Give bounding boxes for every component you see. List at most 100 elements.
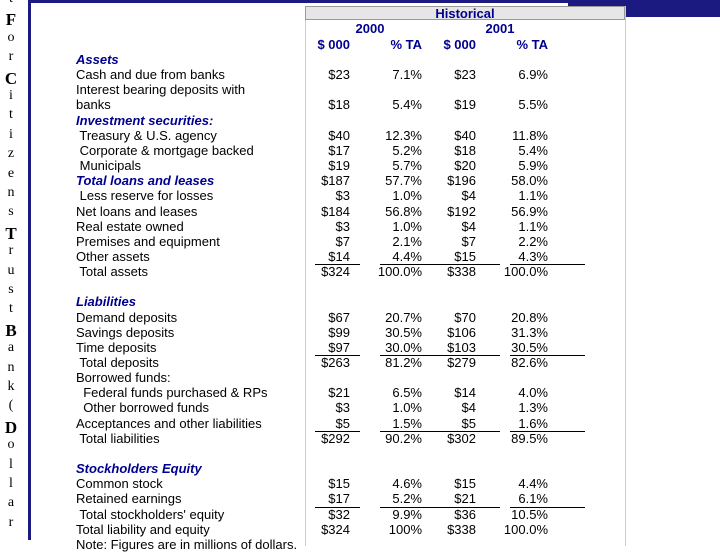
row-label: Total stockholders' equity	[76, 506, 225, 522]
row-label: banks	[76, 97, 111, 113]
cell-pct-2001: 1.3%	[518, 400, 548, 416]
row-label: Premises and equipment	[76, 233, 220, 249]
cell-amount-2000: $21	[328, 385, 350, 401]
row-label: Net loans and leases	[76, 203, 198, 219]
vertical-title-char: o	[7, 437, 15, 453]
row-label: Federal funds purchased & RPs	[76, 385, 268, 401]
cell-amount-2001: $4	[461, 400, 476, 416]
subtotal-rule	[510, 264, 585, 266]
cell-amount-2001: $14	[454, 385, 476, 401]
cell-pct-2001: 1.6%	[518, 415, 548, 431]
subtotal-rule	[380, 506, 455, 508]
cell-amount-2001: $103	[447, 339, 476, 355]
year-2001-label: 2001	[485, 21, 515, 36]
cell-pct-2000: 1.0%	[392, 218, 422, 234]
row-label: Total deposits	[76, 355, 159, 370]
vertical-title-char: s	[8, 282, 14, 297]
cell-amount-2001: $302	[447, 430, 476, 446]
cell-pct-2001: 4.0%	[518, 385, 548, 401]
historical-header-band	[305, 6, 625, 20]
vertical-title-char: u	[7, 262, 15, 278]
cell-pct-2000: 30.5%	[385, 324, 422, 340]
section-heading: Liabilities	[76, 294, 136, 310]
vertical-title-char: n	[7, 185, 15, 200]
cell-pct-2001: 100.0%	[503, 264, 548, 280]
cell-amount-2000: $263	[321, 355, 350, 370]
row-label: Other assets	[76, 248, 150, 264]
row-label: Savings deposits	[76, 324, 175, 340]
cell-amount-2000: $3	[335, 188, 350, 204]
cell-pct-2000: 5.2%	[392, 491, 422, 507]
cell-amount-2001: $70	[454, 309, 476, 325]
balance-sheet-table: Historical 2000 2001 $ 000 % TA $ 000 % …	[70, 6, 626, 552]
subtotal-rule	[315, 264, 360, 266]
cell-pct-2001: 11.8%	[512, 127, 548, 143]
cell-amount-2000: $187	[321, 173, 350, 189]
cell-amount-2000: $3	[335, 218, 350, 234]
cell-pct-2001: 82.6%	[511, 355, 548, 370]
col-pct-2001: % TA	[516, 37, 548, 52]
cell-pct-2001: 89.5%	[511, 430, 548, 446]
vertical-title-char: a	[7, 340, 15, 356]
cell-pct-2000: 1.0%	[392, 188, 422, 204]
cell-pct-2001: 5.5%	[518, 97, 548, 113]
cell-amount-2000: $292	[321, 430, 350, 446]
cell-pct-2001: 6.9%	[518, 67, 548, 83]
cell-pct-2000: 100%	[388, 521, 422, 537]
cell-pct-2000: 6.5%	[392, 385, 422, 401]
cell-amount-2001: $4	[461, 188, 476, 204]
subtotal-rule	[380, 430, 455, 432]
cell-amount-2001: $15	[454, 476, 476, 492]
vertical-title-char: B	[5, 320, 17, 340]
row-label: Municipals	[76, 158, 142, 174]
vertical-title-char: i	[9, 88, 13, 103]
cell-pct-2000: 4.6%	[392, 476, 422, 492]
vertical-title-char: F	[5, 10, 17, 30]
top-border-rule	[31, 0, 720, 3]
vertical-title-char: t	[9, 301, 13, 317]
subtotal-rule	[510, 430, 585, 432]
cell-amount-2001: $5	[461, 415, 476, 431]
cell-pct-2000: 5.4%	[392, 97, 422, 113]
cell-pct-2000: 57.7%	[385, 173, 422, 189]
section-heading: Assets	[76, 52, 119, 67]
subtotal-rule	[315, 506, 360, 508]
row-label: Total liabilities	[76, 430, 160, 446]
cell-pct-2000: 1.5%	[392, 415, 422, 431]
cell-pct-2000: 100.0%	[377, 264, 422, 280]
section-heading: Total loans and leases	[76, 173, 215, 189]
cell-pct-2000: 56.8%	[385, 203, 422, 219]
vertical-title-char: r	[8, 514, 14, 530]
cell-amount-2000: $324	[321, 521, 350, 537]
row-label: Borrowed funds:	[76, 370, 171, 386]
cell-pct-2000: 7.1%	[392, 67, 422, 83]
cell-amount-2001: $21	[454, 491, 476, 507]
cell-amount-2001: $338	[447, 264, 476, 280]
cell-pct-2001: 31.3%	[511, 324, 548, 340]
cell-amount-2000: $17	[328, 142, 350, 158]
vertical-title-char: (	[8, 398, 14, 414]
cell-amount-2000: $15	[328, 476, 350, 492]
cell-amount-2000: $23	[328, 67, 350, 83]
vertical-title-char: i	[9, 126, 13, 142]
row-label: Corporate & mortgage backed	[76, 142, 254, 158]
cell-amount-2001: $15	[454, 248, 476, 264]
cell-amount-2000: $18	[328, 97, 350, 113]
table-note: Note: Figures are in millions of dollars…	[76, 536, 298, 552]
row-label: Total liability and equity	[76, 521, 210, 537]
cell-amount-2000: $99	[328, 324, 350, 340]
row-label: Total assets	[76, 264, 149, 280]
vertical-title-char: T	[5, 223, 17, 243]
vertical-title-char: e	[7, 165, 15, 181]
cell-pct-2001: 1.1%	[518, 218, 548, 234]
cell-amount-2001: $196	[447, 173, 476, 189]
vertical-title-char: l	[9, 476, 13, 491]
cell-amount-2000: $97	[328, 339, 350, 355]
subtotal-rule	[450, 264, 500, 266]
col-amount-2001: $ 000	[443, 37, 476, 52]
row-label: Interest bearing deposits with	[76, 82, 246, 98]
vertical-title-char: l	[9, 456, 13, 472]
row-label: Retained earnings	[76, 491, 182, 507]
year-2000-label: 2000	[355, 21, 385, 36]
